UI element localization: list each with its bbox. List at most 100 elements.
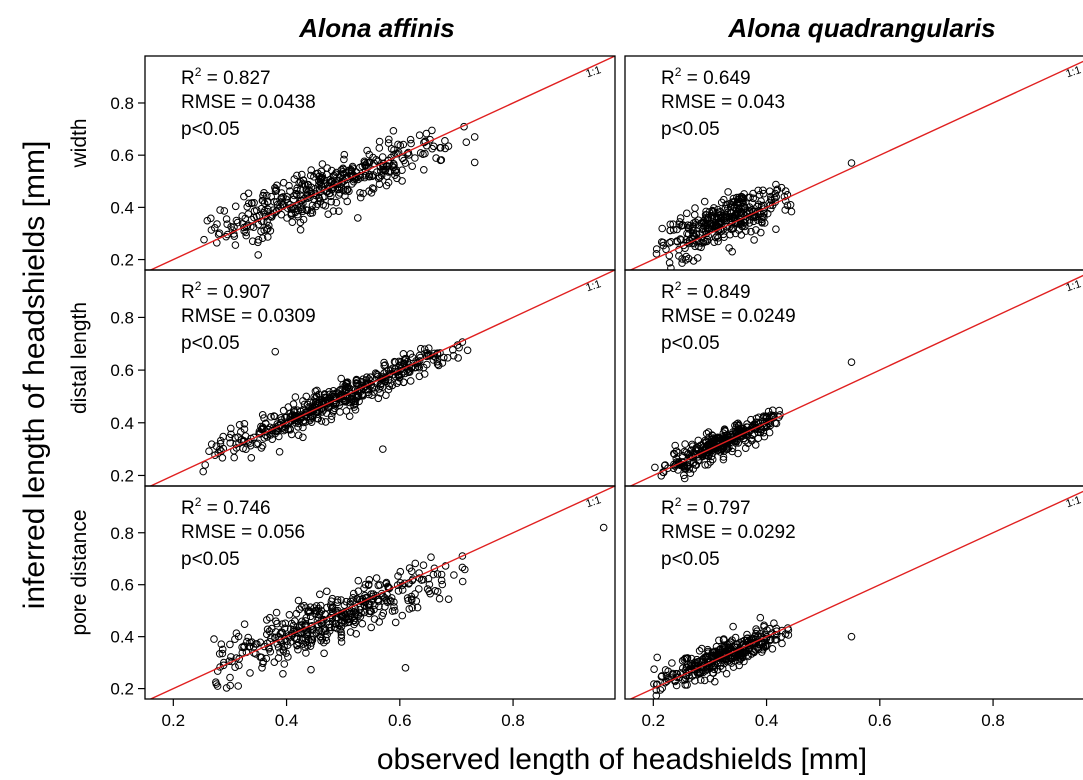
data-point <box>433 349 442 358</box>
data-point <box>362 161 370 170</box>
data-point <box>220 207 229 215</box>
data-point <box>672 447 681 455</box>
data-point <box>425 344 433 353</box>
data-point <box>438 580 447 589</box>
data-point <box>398 611 407 620</box>
data-point <box>316 178 324 187</box>
data-point <box>301 643 310 652</box>
plot-area <box>148 56 615 270</box>
data-point <box>429 570 438 579</box>
data-point <box>652 681 661 689</box>
data-point <box>700 197 709 206</box>
data-point <box>381 378 390 386</box>
data-point <box>741 204 749 212</box>
data-point <box>752 226 760 234</box>
data-point <box>263 625 272 634</box>
data-point <box>754 632 762 641</box>
data-point <box>755 191 764 199</box>
data-point <box>680 474 689 483</box>
data-point <box>667 264 675 270</box>
data-point <box>699 218 708 227</box>
data-point <box>289 195 298 204</box>
data-point <box>349 594 357 602</box>
data-point <box>333 596 342 604</box>
y-axis-title: inferred length of headshields [mm] <box>18 141 51 610</box>
r-squared-text: R2 = 0.746 <box>181 495 271 519</box>
data-point <box>279 193 287 201</box>
data-point <box>387 145 396 153</box>
data-point <box>213 682 222 690</box>
data-point <box>670 449 678 458</box>
data-point <box>390 163 398 172</box>
data-point <box>354 214 362 222</box>
data-point <box>280 660 289 668</box>
rmse-text: RMSE = 0.0309 <box>181 306 316 327</box>
data-point <box>754 645 763 654</box>
data-point <box>708 206 717 215</box>
data-point <box>212 680 221 688</box>
data-point <box>317 607 326 615</box>
data-point <box>227 653 235 661</box>
data-point <box>370 605 378 614</box>
data-point <box>408 162 417 170</box>
data-point <box>201 461 209 469</box>
one-to-one-label: 1:1 <box>1064 278 1082 294</box>
plot-area <box>149 270 615 486</box>
data-point <box>258 664 266 672</box>
data-point <box>675 673 683 682</box>
data-point <box>308 636 317 644</box>
y-tick-label: 0.6 <box>110 361 134 380</box>
data-point <box>337 633 346 642</box>
data-point <box>219 661 228 670</box>
data-point <box>732 429 740 437</box>
x-tick-label: 0.4 <box>275 711 299 730</box>
data-point <box>759 189 768 198</box>
data-point <box>733 193 741 202</box>
data-point <box>754 186 763 195</box>
data-point <box>428 126 436 135</box>
data-point <box>461 565 469 574</box>
data-point <box>765 428 774 437</box>
data-point <box>405 564 414 572</box>
data-point <box>786 201 795 209</box>
data-point <box>316 175 325 183</box>
data-point <box>377 167 385 175</box>
data-point <box>735 193 743 202</box>
data-point <box>226 439 234 447</box>
data-point <box>691 677 699 685</box>
data-point <box>299 176 308 184</box>
data-point <box>713 232 721 240</box>
data-point <box>411 559 420 568</box>
data-point <box>376 382 385 391</box>
data-point <box>354 576 363 585</box>
data-point <box>673 237 682 246</box>
data-point <box>290 406 298 414</box>
data-point <box>415 574 424 582</box>
x-tick-label: 0.6 <box>388 711 412 730</box>
data-point <box>366 373 375 382</box>
data-point <box>240 192 248 201</box>
one-to-one-line <box>149 270 615 486</box>
data-point <box>258 196 267 205</box>
data-point <box>342 597 351 606</box>
y-tick-label: 0.2 <box>110 466 134 485</box>
data-point <box>415 585 423 593</box>
data-point <box>738 222 746 231</box>
data-point <box>340 601 349 610</box>
data-point <box>232 629 241 638</box>
data-point <box>352 375 361 384</box>
data-point <box>345 412 354 421</box>
data-point <box>374 394 383 403</box>
data-point <box>772 225 780 233</box>
row-label-width: width <box>68 118 91 168</box>
data-point <box>434 361 443 370</box>
data-point <box>307 665 315 674</box>
data-point <box>731 211 739 220</box>
y-tick-label: 0.6 <box>110 146 134 165</box>
data-point <box>387 597 395 606</box>
data-point <box>401 363 410 372</box>
data-point <box>652 250 661 258</box>
data-point <box>699 656 708 664</box>
data-point <box>337 631 346 639</box>
